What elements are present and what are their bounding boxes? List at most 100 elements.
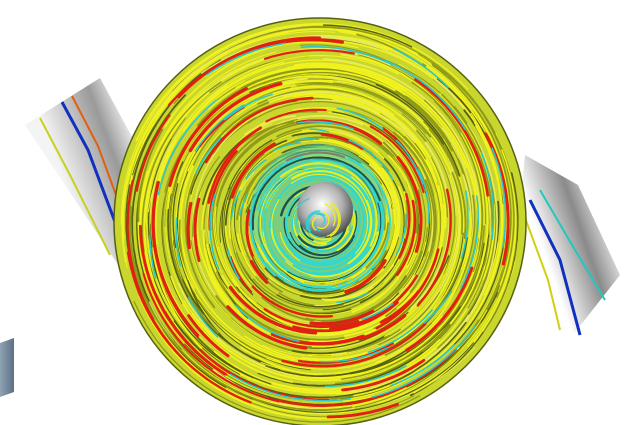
- streamline: [251, 156, 381, 231]
- streamline: [395, 139, 424, 185]
- streamline: [168, 86, 248, 188]
- streamline: [292, 301, 399, 333]
- streamlines: [120, 23, 519, 423]
- streamline: [304, 157, 391, 292]
- streamline: [299, 44, 393, 64]
- streamline: [239, 193, 249, 216]
- streamline: [262, 231, 303, 282]
- streamline: [221, 139, 273, 296]
- streamline: [297, 224, 348, 249]
- streamline: [227, 249, 240, 280]
- streamline: [237, 233, 257, 277]
- streamline: [269, 222, 286, 262]
- streamline: [309, 128, 330, 133]
- streamline: [298, 241, 351, 257]
- streamline: [204, 96, 314, 164]
- streamline: [390, 344, 456, 387]
- streamline: [423, 120, 460, 176]
- streamline: [244, 335, 380, 362]
- streamline: [382, 141, 419, 234]
- streamline: [180, 349, 407, 410]
- streamline: [311, 99, 416, 144]
- pipe-streak: [60, 101, 120, 231]
- streamline: [147, 129, 185, 213]
- streamline: [269, 136, 386, 168]
- streamline: [283, 235, 356, 265]
- streamline: [396, 199, 417, 276]
- streamline: [259, 166, 344, 284]
- streamline: [475, 125, 503, 296]
- streamline: [294, 175, 366, 246]
- streamline: [120, 23, 397, 225]
- streamline: [234, 304, 300, 343]
- streamline: [460, 190, 469, 259]
- streamline: [336, 292, 369, 304]
- streamline: [240, 346, 324, 377]
- streamline: [317, 211, 330, 229]
- streamline: [226, 305, 308, 350]
- streamline: [398, 192, 411, 259]
- streamline: [369, 125, 425, 194]
- streamline: [273, 141, 301, 152]
- streamline: [236, 159, 278, 221]
- streamline: [152, 247, 203, 349]
- streamline: [279, 162, 378, 247]
- streamline: [283, 217, 356, 259]
- streamline: [307, 212, 326, 232]
- streamline: [270, 338, 441, 391]
- streamline: [491, 147, 507, 248]
- streamline: [357, 54, 486, 224]
- streamline: [392, 48, 449, 89]
- streamline: [137, 128, 164, 223]
- streamline: [150, 24, 310, 122]
- streamline: [322, 24, 413, 48]
- streamline: [324, 286, 374, 302]
- streamline: [259, 71, 453, 152]
- streamline: [311, 216, 322, 231]
- streamline: [375, 83, 461, 177]
- streamline: [434, 100, 483, 249]
- streamline: [400, 175, 458, 330]
- streamline: [305, 212, 318, 231]
- vortex-core: [297, 182, 353, 238]
- streamline: [348, 139, 394, 181]
- streamline: [291, 218, 350, 251]
- streamline: [249, 259, 269, 284]
- streamline: [263, 168, 368, 252]
- streamline: [169, 177, 219, 334]
- streamline: [331, 169, 461, 356]
- streamline: [228, 285, 318, 335]
- streamline: [384, 59, 466, 130]
- streamline: [341, 358, 426, 392]
- streamline: [245, 159, 267, 180]
- streamline: [193, 197, 201, 263]
- streamline: [484, 132, 510, 266]
- streamline: [245, 209, 254, 258]
- streamline: [175, 217, 182, 267]
- streamline: [351, 194, 361, 241]
- streamline: [361, 56, 489, 325]
- streamline: [343, 199, 413, 305]
- streamline: [417, 169, 430, 224]
- streamline: [247, 235, 365, 298]
- streamline: [428, 128, 467, 240]
- streamline: [172, 183, 179, 249]
- streamline: [451, 172, 463, 235]
- streamline: [430, 157, 449, 218]
- streamline: [177, 282, 301, 377]
- streamline: [423, 290, 453, 324]
- streamline: [417, 166, 432, 257]
- streamline: [261, 296, 315, 322]
- streamline: [367, 309, 433, 353]
- streamline: [426, 85, 494, 309]
- streamline: [309, 309, 375, 326]
- streamline: [281, 322, 427, 368]
- streamline: [326, 203, 340, 237]
- streamline: [187, 296, 219, 338]
- streamline: [205, 248, 265, 332]
- streamline: [431, 64, 512, 311]
- streamline: [328, 112, 419, 191]
- streamline: [194, 136, 222, 175]
- streamline: [329, 201, 341, 237]
